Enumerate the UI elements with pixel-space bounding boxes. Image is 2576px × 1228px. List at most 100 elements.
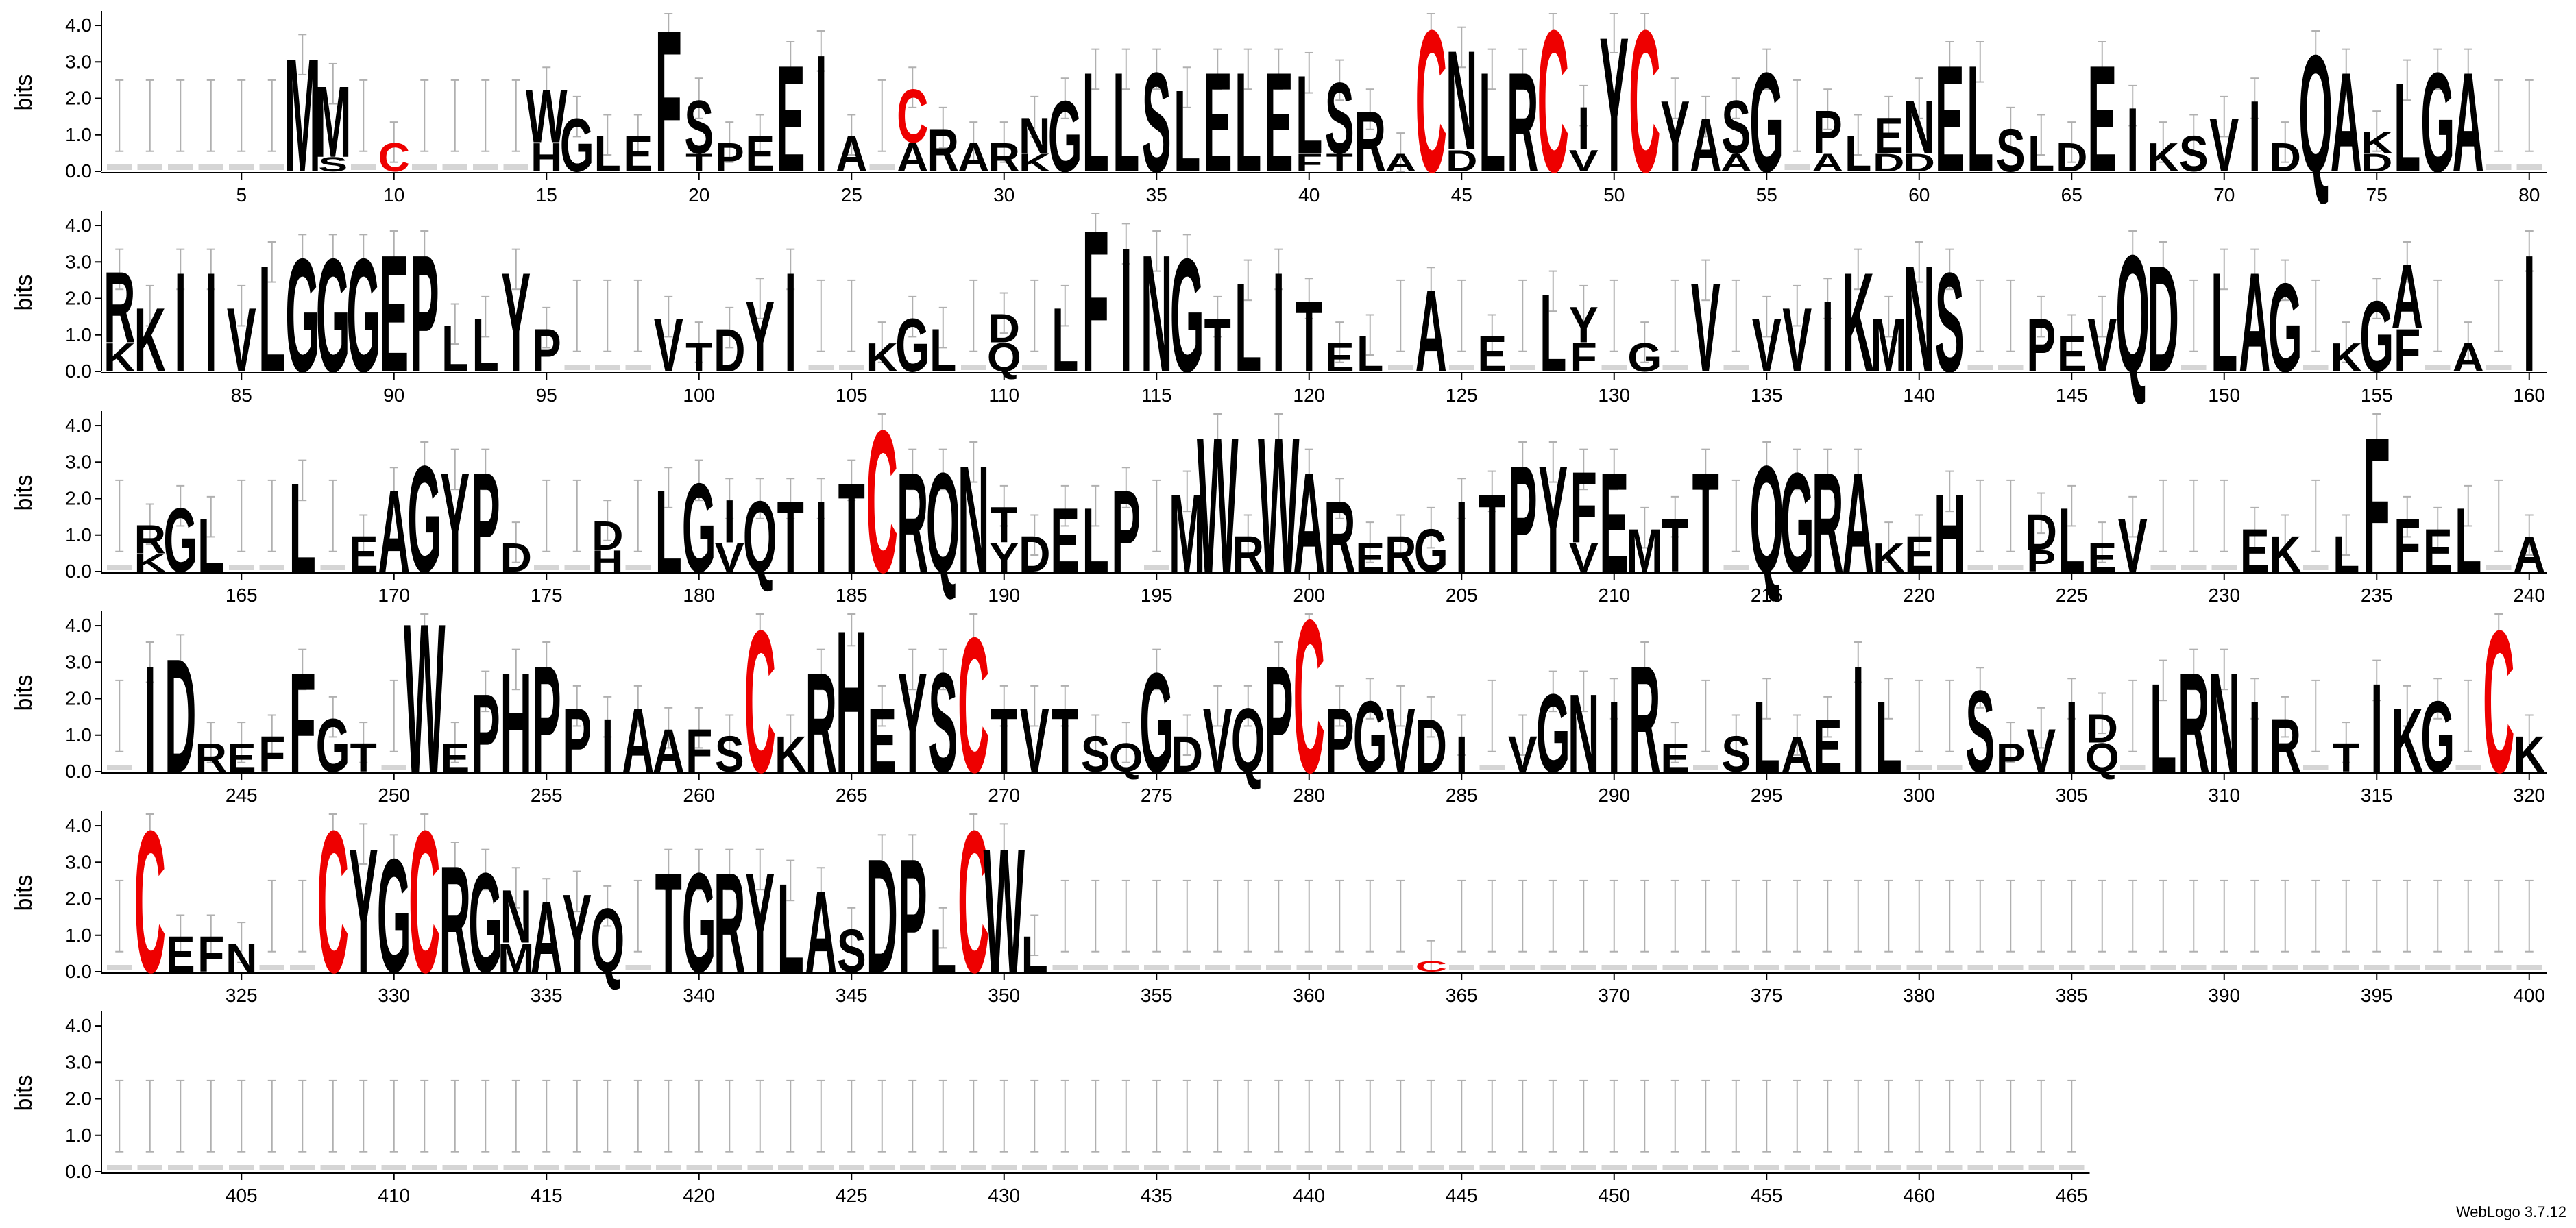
logo-letter-P: P <box>1325 689 1354 791</box>
residual-mark <box>2303 365 2329 370</box>
residual-mark <box>595 365 620 370</box>
logo-letter-T: T <box>1692 444 1719 602</box>
logo-letter-L: L <box>777 858 804 999</box>
x-tick-label: 215 <box>1751 585 1783 606</box>
x-tick-label: 65 <box>2061 184 2082 206</box>
logo-letter-N: N <box>1141 219 1172 407</box>
x-tick-label: 420 <box>683 1185 715 1206</box>
residual-mark <box>1784 965 1810 970</box>
residual-mark <box>1998 565 2024 570</box>
residual-mark <box>625 365 651 370</box>
logo-letter-F: F <box>197 926 224 983</box>
logo-letter-F: F <box>1570 452 1597 565</box>
logo-letter-R: R <box>1324 481 1355 594</box>
logo-letter-A: A <box>2392 245 2423 347</box>
residual-mark <box>1998 965 2024 970</box>
logo-letter-E: E <box>2057 326 2087 382</box>
logo-letter-T: T <box>1296 281 1322 394</box>
logo-letter-E: E <box>1874 107 1904 164</box>
logo-letter-A: A <box>2453 44 2484 202</box>
logo-letter-E: E <box>776 34 805 204</box>
x-tick-label: 105 <box>836 384 868 406</box>
logo-letter-Y: Y <box>1599 0 1629 213</box>
x-tick-label: 390 <box>2208 985 2240 1006</box>
residual-mark <box>2333 965 2359 970</box>
residual-mark <box>625 965 651 970</box>
logo-letter-I: I <box>1608 681 1620 794</box>
logo-letter-R: R <box>1354 95 1386 191</box>
residual-mark <box>198 164 223 170</box>
residual-mark <box>1052 965 1078 970</box>
residual-mark <box>2486 965 2512 970</box>
logo-letter-Y: Y <box>898 644 927 802</box>
residual-mark <box>564 1165 590 1170</box>
residual-mark <box>869 164 895 170</box>
logo-letter-D: D <box>500 535 532 580</box>
x-tick-label: 425 <box>836 1185 868 1206</box>
residual-mark <box>1723 965 1749 970</box>
residual-mark <box>564 365 590 370</box>
logo-letter-C: C <box>1415 959 1447 976</box>
logo-letter-I: I <box>1577 95 1590 163</box>
logo-row: 0.0 1.0 2.0 3.0 4.0 bits 325 330 335 340 345 350 355… <box>11 789 2547 1016</box>
logo-letter-G: G <box>1139 644 1174 802</box>
x-tick-label: 245 <box>226 785 258 806</box>
residual-mark <box>1388 1165 1413 1170</box>
logo-letter-Y: Y <box>562 872 592 996</box>
residual-mark <box>1022 1165 1047 1170</box>
logo-letter-G: G <box>316 704 350 789</box>
logo-letter-I: I <box>2370 658 2383 799</box>
residual-mark <box>1083 1165 1108 1170</box>
x-tick-label: 330 <box>378 985 410 1006</box>
y-axis-label: bits <box>11 275 37 311</box>
residual-mark <box>686 1165 712 1170</box>
logo-letter-L: L <box>2455 489 2481 591</box>
residual-mark <box>2394 965 2420 970</box>
residual-mark <box>1845 1165 1871 1170</box>
residual-mark <box>1479 1165 1505 1170</box>
logo-letter-A: A <box>2514 526 2545 582</box>
residual-mark <box>1235 965 1261 970</box>
logo-letter-R: R <box>195 735 227 781</box>
y-tick-label: 3.0 <box>65 1051 92 1072</box>
residual-mark <box>1876 1165 1901 1170</box>
residual-mark <box>107 965 132 970</box>
logo-letter-A: A <box>805 868 837 997</box>
logo-letter-P: P <box>1996 735 2026 781</box>
x-tick-label: 135 <box>1751 384 1783 406</box>
logo-letter-T: T <box>1326 149 1353 177</box>
logo-letter-W: W <box>1258 399 1300 613</box>
logo-letter-L: L <box>2211 244 2237 402</box>
x-tick-label: 295 <box>1751 785 1783 806</box>
residual-mark <box>137 1165 162 1170</box>
logo-letter-V: V <box>2118 504 2148 589</box>
x-tick-label: 375 <box>1751 985 1783 1006</box>
logo-letter-Q: Q <box>1109 735 1143 781</box>
logo-letter-A: A <box>1415 267 1447 397</box>
y-tick-label: 4.0 <box>65 214 92 236</box>
logo-letter-Q: Q <box>2298 19 2333 207</box>
logo-letter-I: I <box>1455 726 1468 783</box>
residual-mark <box>1784 1165 1810 1170</box>
logo-letter-L: L <box>1357 326 1383 382</box>
logo-letter-T: T <box>1204 304 1231 389</box>
x-tick-label: 115 <box>1141 384 1172 406</box>
x-tick-label: 180 <box>683 585 715 606</box>
x-tick-label: 210 <box>1598 585 1630 606</box>
logo-letter-L: L <box>1540 271 1566 396</box>
logo-letter-P: P <box>532 317 561 385</box>
logo-letter-I: I <box>2248 681 2261 794</box>
logo-letter-M: M <box>284 25 321 206</box>
residual-mark <box>839 365 864 370</box>
logo-letter-E: E <box>2423 517 2453 585</box>
y-tick-label: 0.0 <box>65 961 92 982</box>
residual-mark <box>1662 1165 1688 1170</box>
logo-letter-T: T <box>1662 504 1688 589</box>
logo-letter-E: E <box>227 735 256 781</box>
logo-letter-D: D <box>1019 526 1050 582</box>
residual-mark <box>1144 1165 1169 1170</box>
logo-letter-E: E <box>166 926 195 983</box>
y-tick-label: 4.0 <box>65 415 92 436</box>
x-tick-label: 415 <box>531 1185 563 1206</box>
residual-mark <box>1235 1165 1261 1170</box>
